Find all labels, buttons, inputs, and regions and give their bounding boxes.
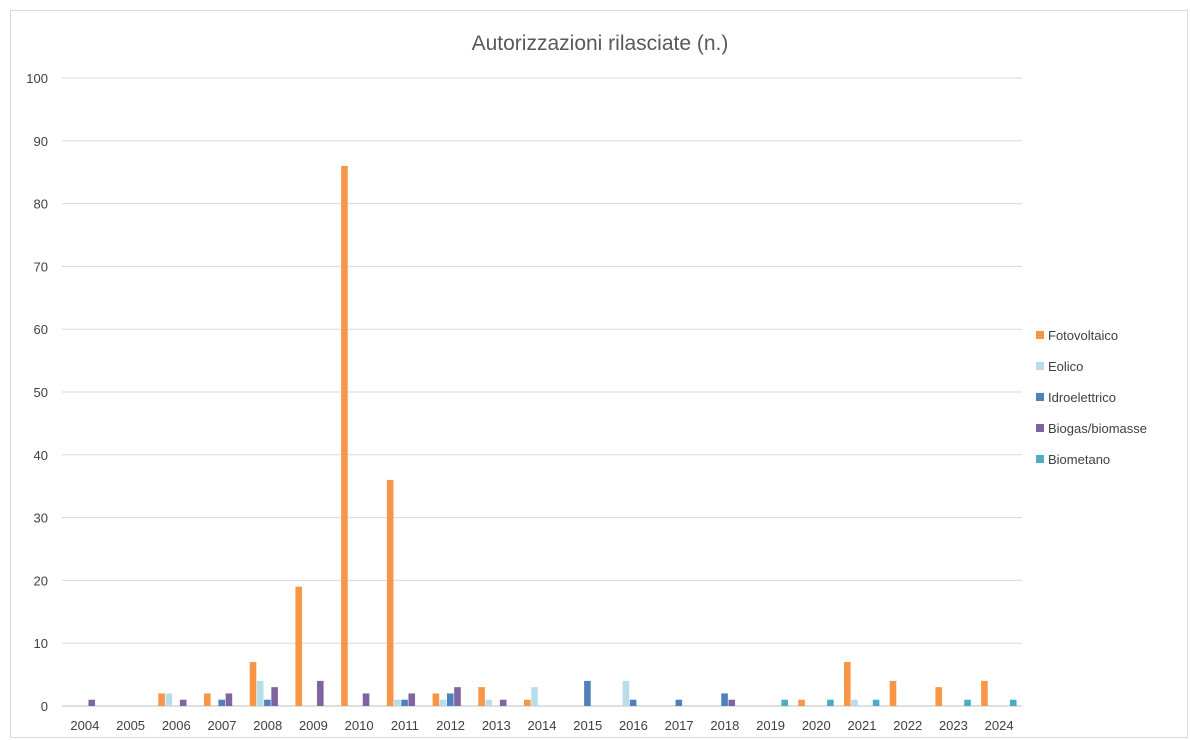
bars: [88, 165, 1017, 707]
legend-swatch: [1036, 455, 1044, 463]
y-tick-label: 20: [34, 573, 48, 588]
bar-biogas-biomasse: [317, 680, 324, 706]
bar-biometano: [964, 699, 971, 706]
y-tick-label: 10: [34, 636, 48, 651]
bar-fotovoltaico: [981, 680, 988, 706]
bar-fotovoltaico: [249, 662, 257, 706]
x-tick-label: 2018: [710, 718, 739, 733]
bar-idroelettrico: [629, 699, 637, 706]
bar-fotovoltaico: [158, 693, 165, 706]
x-tick-label: 2015: [573, 718, 602, 733]
bar-fotovoltaico: [844, 662, 851, 706]
x-tick-label: 2009: [299, 718, 328, 733]
legend-swatch: [1036, 362, 1044, 370]
bar-fotovoltaico: [798, 699, 805, 706]
bar-eolico: [394, 699, 401, 706]
bar-biogas-biomasse: [454, 687, 461, 706]
chart-title: Autorizzazioni rilasciate (n.): [472, 32, 729, 55]
gridlines: [62, 77, 1022, 707]
legend-label: Fotovoltaico: [1048, 328, 1118, 343]
x-tick-label: 2020: [802, 718, 831, 733]
bar-idroelettrico: [446, 693, 454, 706]
bar-fotovoltaico: [386, 479, 394, 706]
bar-fotovoltaico: [295, 586, 303, 706]
x-tick-label: 2007: [208, 718, 237, 733]
bar-biogas-biomasse: [408, 693, 416, 706]
bar-fotovoltaico: [478, 687, 485, 706]
legend-label: Biogas/biomasse: [1048, 421, 1147, 436]
bar-eolico: [851, 699, 858, 706]
x-tick-label: 2005: [116, 718, 145, 733]
bar-fotovoltaico: [889, 680, 897, 706]
bar-eolico: [485, 699, 493, 706]
x-tick-label: 2022: [893, 718, 922, 733]
bar-biogas-biomasse: [499, 699, 507, 706]
y-tick-label: 70: [34, 259, 48, 274]
x-tick-label: 2011: [391, 718, 419, 733]
legend: Fotovoltaico Eolico Idroelettrico Biogas/bi…: [1036, 328, 1147, 467]
bar-biogas-biomasse: [271, 687, 278, 706]
bar-biogas-biomasse: [362, 693, 370, 706]
y-tick-label: 50: [34, 385, 48, 400]
bar-biometano: [1009, 699, 1017, 706]
y-tick-label: 0: [41, 699, 48, 714]
bar-biogas-biomasse: [179, 699, 187, 706]
y-tick-label: 40: [34, 448, 48, 463]
legend-label: Biometano: [1048, 452, 1110, 467]
bar-fotovoltaico: [432, 693, 440, 706]
x-tick-label: 2021: [848, 718, 877, 733]
bar-biometano: [872, 699, 880, 706]
x-tick-label: 2017: [665, 718, 694, 733]
x-tick-label: 2013: [482, 718, 511, 733]
x-tick-label: 2012: [436, 718, 465, 733]
legend-swatch: [1036, 393, 1044, 401]
bar-biometano: [827, 699, 834, 706]
bar-biogas-biomasse: [88, 699, 96, 706]
x-tick-label: 2004: [70, 718, 99, 733]
bar-idroelettrico: [721, 693, 728, 706]
y-tick-label: 100: [26, 71, 48, 86]
x-tick-label: 2014: [528, 718, 557, 733]
bar-biometano: [781, 699, 788, 706]
y-axis-ticks: 0 10 20 30 40 50 60 70 80 90 100: [26, 71, 48, 714]
bar-biogas-biomasse: [728, 699, 736, 706]
bar-eolico: [622, 680, 630, 706]
bar-idroelettrico: [264, 699, 271, 706]
bar-fotovoltaico: [935, 687, 943, 706]
bar-fotovoltaico: [204, 693, 211, 706]
x-axis-ticks: 2004 2005 2006 2007 2008 2009 2010 2011 2012 2013…: [70, 718, 1013, 733]
x-tick-label: 2006: [162, 718, 191, 733]
bar-fotovoltaico: [524, 699, 531, 706]
legend-label: Idroelettrico: [1048, 390, 1116, 405]
bar-eolico: [531, 687, 538, 706]
x-tick-label: 2023: [939, 718, 968, 733]
chart-frame: [10, 10, 1188, 738]
legend-swatch: [1036, 331, 1044, 339]
x-tick-label: 2024: [985, 718, 1014, 733]
bar-idroelettrico: [401, 699, 408, 706]
bar-eolico: [439, 699, 447, 706]
legend-label: Eolico: [1048, 359, 1083, 374]
x-tick-label: 2008: [253, 718, 282, 733]
y-tick-label: 30: [34, 511, 48, 526]
bar-biogas-biomasse: [225, 693, 233, 706]
y-tick-label: 90: [34, 134, 48, 149]
bar-idroelettrico: [584, 680, 591, 706]
y-tick-label: 80: [34, 197, 48, 212]
y-tick-label: 60: [34, 322, 48, 337]
bar-eolico: [165, 693, 173, 706]
x-tick-label: 2010: [345, 718, 374, 733]
bar-eolico: [256, 680, 264, 706]
x-tick-label: 2016: [619, 718, 648, 733]
x-tick-label: 2019: [756, 718, 785, 733]
bar-fotovoltaico: [341, 165, 348, 707]
bar-idroelettrico: [675, 699, 683, 706]
legend-swatch: [1036, 424, 1044, 432]
bar-idroelettrico: [218, 699, 225, 706]
